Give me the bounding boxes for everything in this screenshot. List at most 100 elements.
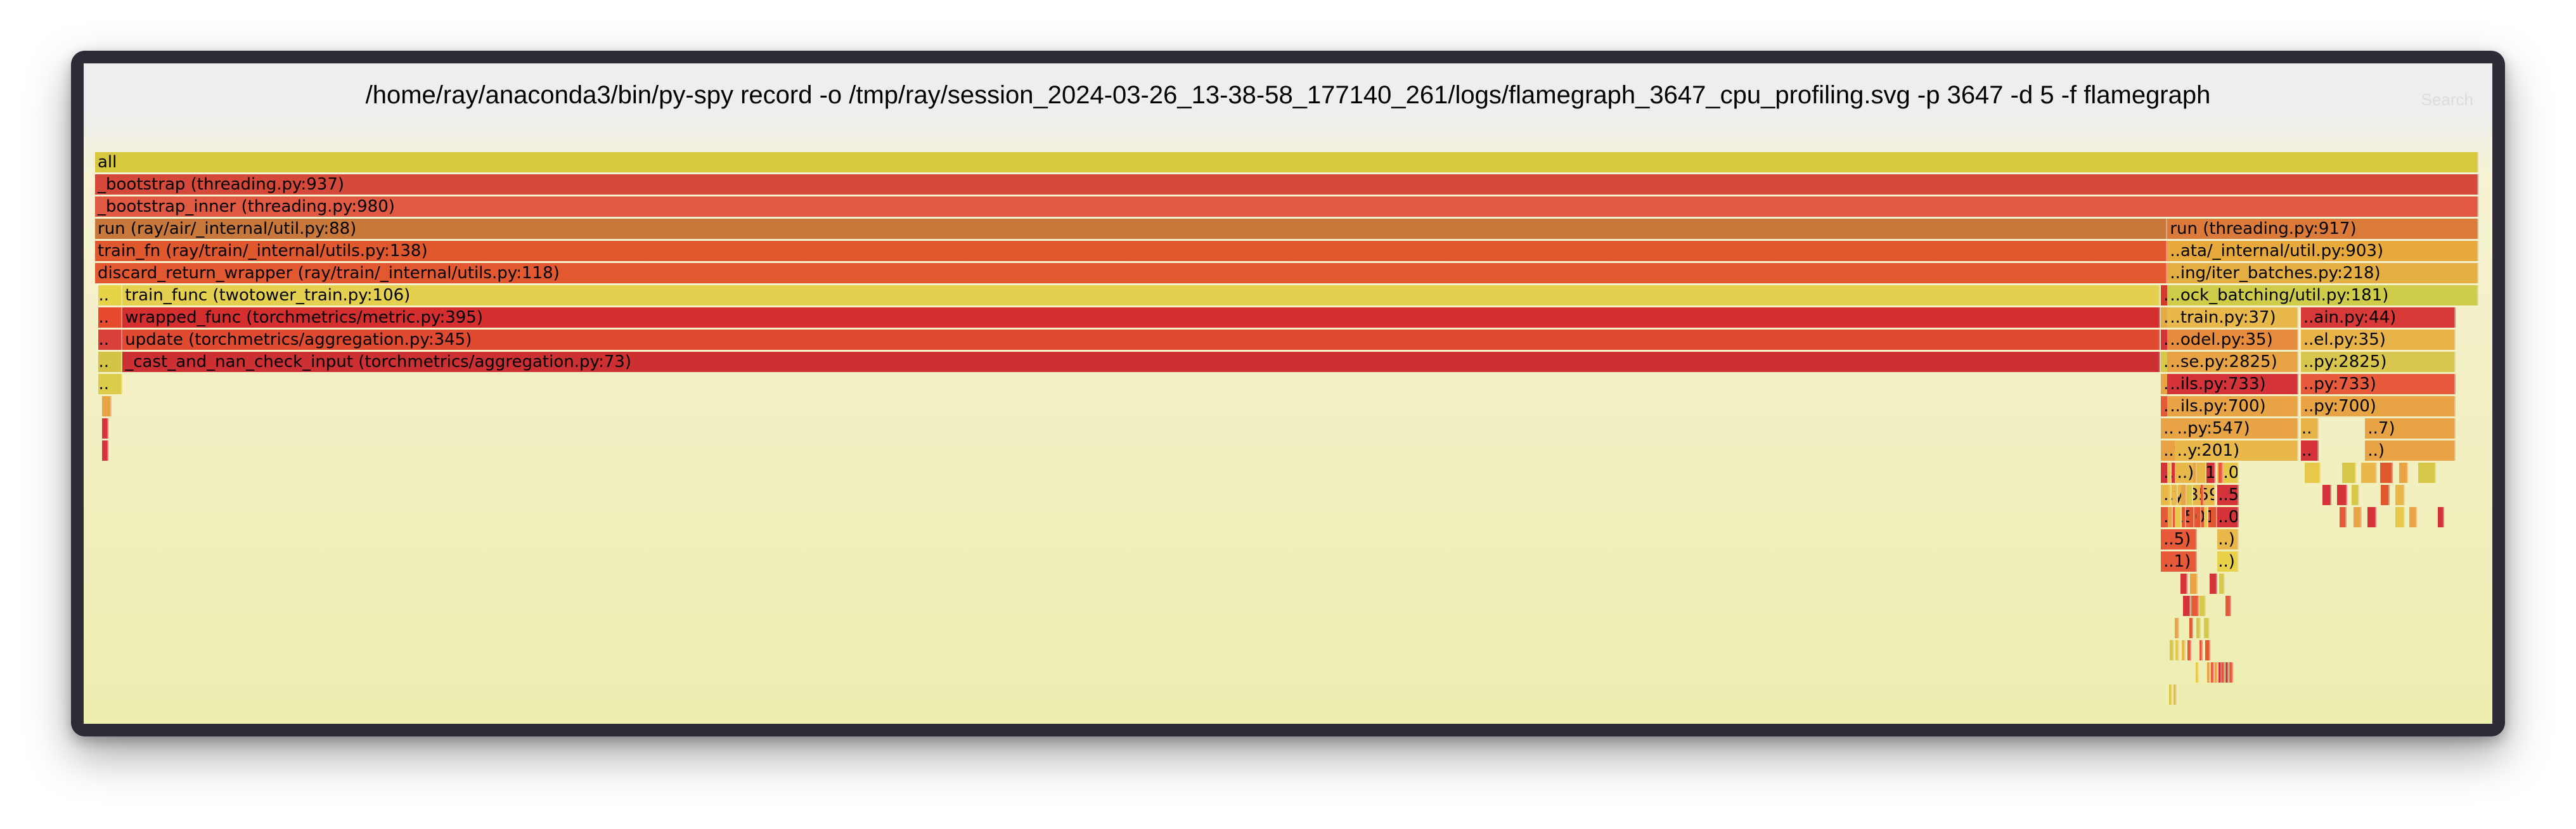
flamegraph-frame[interactable] bbox=[2214, 662, 2218, 683]
flamegraph-frame[interactable]: ..ock_batching/util.py:181) bbox=[2167, 285, 2478, 305]
flamegraph-frame[interactable]: _bootstrap_inner (threading.py:980) bbox=[95, 196, 2478, 217]
flamegraph-frame[interactable] bbox=[2191, 596, 2199, 616]
flamegraph-frame[interactable]: _bootstrap (threading.py:937) bbox=[95, 174, 2478, 195]
flamegraph-frame[interactable] bbox=[2196, 662, 2199, 683]
flamegraph-frame[interactable]: discard_return_wrapper (ray/train/_inter… bbox=[95, 263, 2168, 283]
flamegraph-frame[interactable] bbox=[2182, 507, 2186, 527]
flamegraph-frame[interactable] bbox=[2181, 485, 2187, 505]
flamegraph-frame[interactable] bbox=[2174, 485, 2178, 505]
flamegraph-frame[interactable] bbox=[2173, 684, 2177, 705]
flamegraph-frame[interactable] bbox=[2199, 640, 2203, 660]
flamegraph-frame[interactable]: ..7) bbox=[2365, 418, 2456, 439]
flamegraph-frame[interactable] bbox=[2182, 596, 2191, 616]
flamegraph-frame[interactable] bbox=[2167, 463, 2172, 483]
flamegraph-frame[interactable] bbox=[2168, 485, 2172, 505]
flamegraph-frame[interactable] bbox=[2189, 507, 2195, 527]
flamegraph-frame[interactable] bbox=[2169, 640, 2175, 660]
flamegraph-frame[interactable] bbox=[2175, 507, 2182, 527]
flamegraph-frame[interactable]: ..py:733) bbox=[2300, 374, 2456, 394]
flamegraph-frame[interactable] bbox=[2180, 574, 2187, 594]
flamegraph-frame[interactable] bbox=[2218, 662, 2222, 683]
flamegraph-frame[interactable] bbox=[2381, 485, 2390, 505]
flamegraph-frame[interactable] bbox=[2367, 507, 2376, 527]
flamegraph-frame[interactable] bbox=[2196, 507, 2202, 527]
flamegraph-frame[interactable] bbox=[2229, 662, 2233, 683]
flamegraph-frame[interactable]: ..) bbox=[2217, 551, 2239, 572]
flamegraph-frame[interactable] bbox=[2205, 640, 2211, 660]
flamegraph-frame[interactable] bbox=[102, 418, 108, 439]
flamegraph-frame[interactable] bbox=[2189, 618, 2194, 638]
flamegraph-frame[interactable] bbox=[2351, 485, 2360, 505]
flamegraph-frame[interactable] bbox=[2336, 485, 2348, 505]
flamegraph-frame[interactable] bbox=[2395, 485, 2405, 505]
flamegraph-frame[interactable]: ..train.py:37) bbox=[2167, 307, 2299, 328]
flamegraph-frame[interactable] bbox=[2210, 662, 2214, 683]
flamegraph-frame[interactable]: train_fn (ray/train/_internal/utils.py:1… bbox=[95, 241, 2168, 261]
flamegraph-frame[interactable] bbox=[102, 440, 108, 461]
flamegraph-frame[interactable]: ..ata/_internal/util.py:903) bbox=[2167, 241, 2478, 261]
flamegraph-frame[interactable] bbox=[2399, 463, 2408, 483]
flamegraph-frame[interactable] bbox=[2187, 485, 2193, 505]
flamegraph-frame[interactable] bbox=[2211, 507, 2217, 527]
flamegraph-frame[interactable] bbox=[2340, 507, 2347, 527]
flamegraph-frame[interactable]: ..odel.py:35) bbox=[2167, 330, 2299, 350]
flamegraph-frame[interactable] bbox=[2380, 463, 2393, 483]
flamegraph-frame[interactable]: ..el.py:35) bbox=[2300, 330, 2456, 350]
flamegraph-frame[interactable]: ..py:547) bbox=[2174, 418, 2299, 439]
flamegraph-frame[interactable]: .. bbox=[98, 307, 123, 328]
flamegraph-frame[interactable]: ..ils.py:733) bbox=[2167, 374, 2299, 394]
flamegraph-frame[interactable] bbox=[2222, 662, 2225, 683]
flamegraph-frame[interactable]: .. bbox=[2300, 440, 2319, 461]
flamegraph-frame[interactable] bbox=[2206, 662, 2210, 683]
flamegraph-frame[interactable] bbox=[2175, 640, 2179, 660]
flamegraph-frame[interactable]: ..py:700) bbox=[2300, 396, 2456, 416]
flamegraph-frame[interactable]: ..se.py:2825) bbox=[2167, 352, 2299, 372]
flamegraph-frame[interactable]: .. bbox=[98, 285, 123, 305]
flamegraph-frame[interactable] bbox=[2210, 574, 2217, 594]
flamegraph-frame[interactable] bbox=[2225, 596, 2231, 616]
flamegraph-frame[interactable]: update (torchmetrics/aggregation.py:345) bbox=[122, 330, 2161, 350]
flamegraph-frame[interactable] bbox=[2354, 507, 2362, 527]
flamegraph-frame[interactable]: ..ing/iter_batches.py:218) bbox=[2167, 263, 2478, 283]
flamegraph-frame[interactable]: run (ray/air/_internal/util.py:88) bbox=[95, 219, 2168, 239]
flamegraph-frame[interactable] bbox=[2181, 640, 2186, 660]
flamegraph-frame[interactable] bbox=[2203, 507, 2209, 527]
flamegraph-frame[interactable] bbox=[2196, 618, 2201, 638]
flamegraph-frame[interactable] bbox=[2168, 507, 2173, 527]
flamegraph-frame[interactable]: ..) bbox=[2217, 529, 2239, 549]
flamegraph-frame[interactable]: ..ain.py:44) bbox=[2300, 307, 2456, 328]
flamegraph-frame[interactable]: ..5) bbox=[2161, 529, 2198, 549]
search-button[interactable]: Search bbox=[2421, 90, 2473, 109]
flamegraph-frame[interactable] bbox=[2342, 463, 2356, 483]
flamegraph-frame[interactable]: .. bbox=[98, 352, 123, 372]
flamegraph-frame[interactable]: train_func (twotower_train.py:106) bbox=[122, 285, 2161, 305]
flamegraph-frame[interactable]: ..) bbox=[2174, 463, 2207, 483]
flamegraph-frame[interactable] bbox=[2219, 574, 2225, 594]
flamegraph-frame[interactable]: ..1) bbox=[2161, 551, 2198, 572]
flamegraph-frame[interactable] bbox=[2361, 463, 2377, 483]
flamegraph-frame[interactable]: ..py:2825) bbox=[2300, 352, 2456, 372]
flamegraph-frame[interactable] bbox=[2199, 596, 2206, 616]
flamegraph-frame[interactable] bbox=[2437, 507, 2444, 527]
flamegraph-frame[interactable]: ..59) bbox=[2217, 485, 2239, 505]
flamegraph-frame[interactable] bbox=[2395, 507, 2405, 527]
flamegraph-frame[interactable]: ..ils.py:700) bbox=[2167, 396, 2299, 416]
flamegraph-frame[interactable] bbox=[2409, 507, 2417, 527]
flamegraph-frame[interactable] bbox=[2203, 618, 2210, 638]
flamegraph-frame[interactable]: .. bbox=[98, 374, 123, 394]
flamegraph-frame[interactable]: .. bbox=[98, 330, 123, 350]
flamegraph-frame[interactable] bbox=[2175, 618, 2180, 638]
flamegraph-frame[interactable]: .. bbox=[2300, 418, 2319, 439]
flamegraph-frame[interactable]: run (threading.py:917) bbox=[2167, 219, 2478, 239]
flamegraph-frame[interactable] bbox=[2418, 463, 2436, 483]
flamegraph-frame[interactable]: ..y:201) bbox=[2174, 440, 2299, 461]
flamegraph-frame[interactable] bbox=[2190, 574, 2198, 594]
flamegraph-frame[interactable]: _cast_and_nan_check_input (torchmetrics/… bbox=[122, 352, 2161, 372]
flamegraph-frame[interactable] bbox=[2193, 463, 2197, 483]
flamegraph-frame[interactable] bbox=[2218, 463, 2223, 483]
flamegraph-frame[interactable]: ..01) bbox=[2217, 507, 2239, 527]
flamegraph-frame[interactable] bbox=[2322, 485, 2331, 505]
flamegraph-frame[interactable] bbox=[2304, 463, 2321, 483]
flamegraph-frame[interactable] bbox=[2187, 640, 2192, 660]
flamegraph-frame[interactable]: wrapped_func (torchmetrics/metric.py:395… bbox=[122, 307, 2161, 328]
